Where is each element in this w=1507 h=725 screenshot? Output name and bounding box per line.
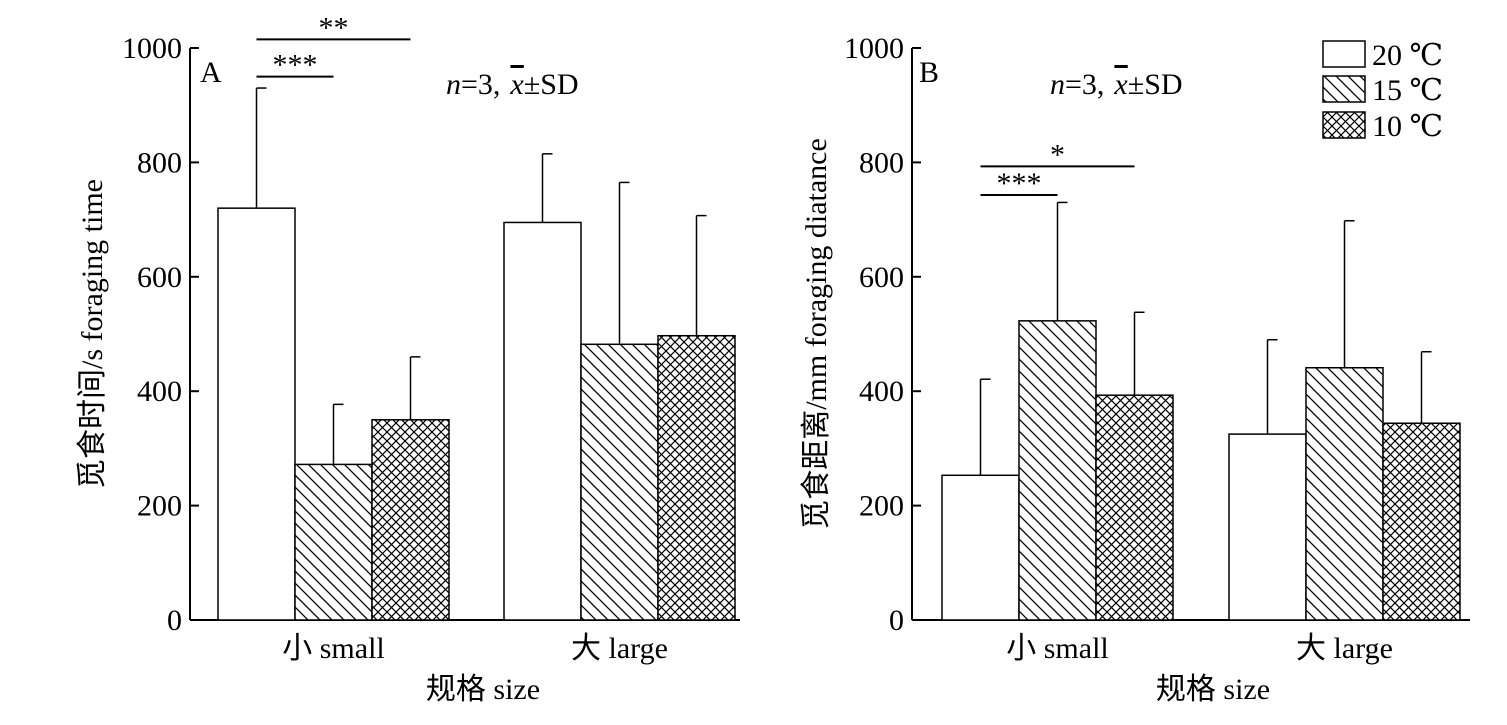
panel-b-y-tick-label: 1000 [844, 32, 904, 65]
panel-a-category-label: 大 large [571, 632, 668, 665]
panel-a-sd: ±SD [524, 68, 579, 101]
legend-swatch-15c [1322, 75, 1366, 103]
panel-b-bar-15c-1 [1305, 366, 1384, 621]
panel-a-bar-15c-0 [294, 463, 373, 621]
panel-b-y-axis-title: 觅食距离/mm foraging diatance [800, 138, 833, 530]
panel-b-y-tick-label: 600 [859, 261, 904, 294]
panel-a-y-tick-label: 800 [137, 146, 182, 179]
panel-b-plot: 0 200 400 600 800 1000 小 small 大 large **** [844, 32, 1470, 665]
panel-a-letter: A [200, 56, 222, 89]
panel-b-n-value: =3, [1065, 68, 1104, 101]
panel-a-y-axis-title: 觅食时间/s foraging time [76, 179, 109, 489]
panel-b-sd: ±SD [1128, 68, 1183, 101]
panel-a-bar-10c-1 [657, 334, 736, 621]
panel-a-bar-20c-0 [217, 207, 296, 621]
panel-a: 0 200 400 600 800 1000 小 small 大 large ***** A n… [76, 11, 740, 706]
panel-a-plot: 0 200 400 600 800 1000 小 small 大 large ***** [122, 11, 740, 665]
panel-b-letter: B [919, 56, 939, 89]
panel-b-bar-15c-0 [1018, 320, 1097, 621]
panel-b-n-label: n [1050, 68, 1065, 101]
legend-label-10c: 10 ℃ [1372, 110, 1443, 143]
legend-label-20c: 20 ℃ [1372, 39, 1443, 72]
panel-b-y-tick-label: 0 [889, 604, 904, 637]
panel-a-bar-15c-1 [580, 343, 659, 621]
panel-a-y-tick-label: 1000 [122, 32, 182, 65]
panel-a-n-value: =3, [461, 68, 500, 101]
panel-b-bar-20c-1 [1228, 433, 1307, 621]
legend: 20 ℃ 15 ℃ 10 ℃ [1322, 39, 1443, 143]
panel-b-significance-label: *** [997, 167, 1042, 200]
panel-a-y-tick-label: 400 [137, 375, 182, 408]
panel-a-x-axis-title: 规格 size [426, 673, 540, 706]
panel-a-bar-20c-1 [503, 221, 582, 621]
panel-a-y-tick-label: 0 [167, 604, 182, 637]
legend-label-15c: 15 ℃ [1372, 74, 1443, 107]
panel-b-y-tick-label: 800 [859, 146, 904, 179]
panel-b-x-axis-title: 规格 size [1156, 673, 1270, 706]
panel-b-bar-10c-0 [1095, 394, 1174, 621]
panel-b-y-tick-label: 400 [859, 375, 904, 408]
panel-a-category-label: 小 small [282, 632, 385, 665]
panel-a-stat-note: n=3, x±SD [446, 68, 579, 101]
panel-a-significance-label: ** [319, 11, 349, 44]
panel-a-significance-label: *** [273, 49, 318, 82]
panel-a-bar-10c-0 [371, 419, 450, 621]
panel-a-y-tick-label: 200 [137, 490, 182, 523]
panel-b-bar-20c-0 [941, 474, 1020, 621]
panel-a-mean-symbol: x [509, 68, 524, 101]
panel-b-bar-10c-1 [1382, 422, 1461, 621]
panel-b: 0 200 400 600 800 1000 小 small 大 large **** B n=… [800, 32, 1470, 706]
panel-b-mean-symbol: x [1113, 68, 1128, 101]
panel-b-stat-note: n=3, x±SD [1050, 68, 1183, 101]
panel-a-n-label: n [446, 68, 461, 101]
legend-swatch-10c [1322, 111, 1366, 139]
panel-a-y-tick-label: 600 [137, 261, 182, 294]
panel-b-category-label: 大 large [1296, 632, 1393, 665]
panel-b-category-label: 小 small [1006, 632, 1109, 665]
panel-b-y-tick-label: 200 [859, 490, 904, 523]
legend-swatch-20c [1322, 40, 1366, 68]
panel-b-significance-label: * [1050, 138, 1065, 171]
